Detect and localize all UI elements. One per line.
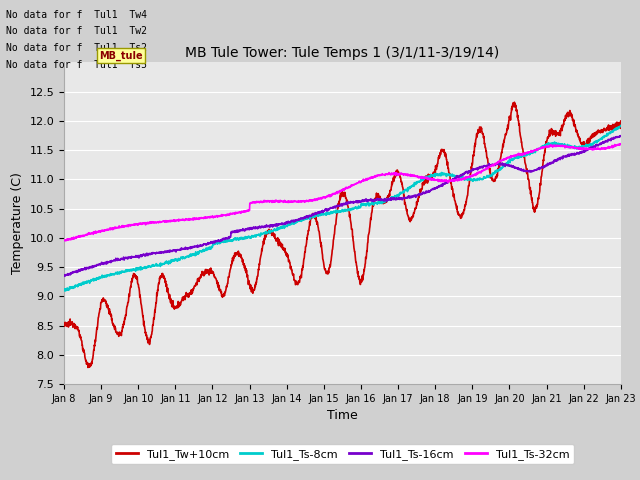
Y-axis label: Temperature (C): Temperature (C) <box>11 172 24 274</box>
Legend: Tul1_Tw+10cm, Tul1_Ts-8cm, Tul1_Ts-16cm, Tul1_Ts-32cm: Tul1_Tw+10cm, Tul1_Ts-8cm, Tul1_Ts-16cm,… <box>111 444 573 464</box>
Text: No data for f  Tul1  Tw2: No data for f Tul1 Tw2 <box>6 26 147 36</box>
Text: MB_tule: MB_tule <box>99 50 143 60</box>
Text: No data for f  Tul1  Ts5: No data for f Tul1 Ts5 <box>6 60 147 70</box>
Text: No data for f  Tul1  Ts2: No data for f Tul1 Ts2 <box>6 43 147 53</box>
Title: MB Tule Tower: Tule Temps 1 (3/1/11-3/19/14): MB Tule Tower: Tule Temps 1 (3/1/11-3/19… <box>185 46 500 60</box>
X-axis label: Time: Time <box>327 409 358 422</box>
Text: No data for f  Tul1  Tw4: No data for f Tul1 Tw4 <box>6 10 147 20</box>
